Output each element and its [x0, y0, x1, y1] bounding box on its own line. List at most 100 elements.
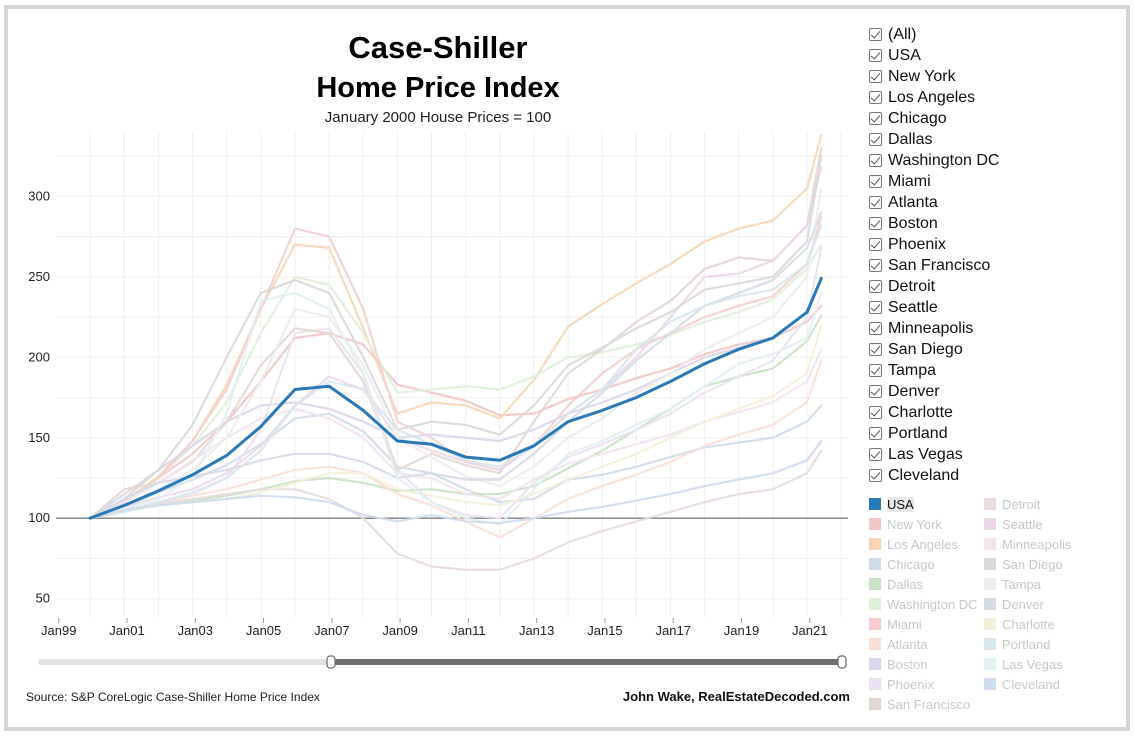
checkbox-checked-icon[interactable] [869, 280, 882, 293]
filter-item[interactable]: Boston [869, 213, 999, 234]
checkbox-checked-icon[interactable] [869, 154, 882, 167]
legend-swatch [984, 618, 996, 630]
checkbox-checked-icon[interactable] [869, 133, 882, 146]
filter-item[interactable]: Cleveland [869, 465, 999, 486]
filter-item[interactable]: Minneapolis [869, 318, 999, 339]
filter-item[interactable]: Miami [869, 171, 999, 192]
legend-swatch [984, 678, 996, 690]
checkbox-checked-icon[interactable] [869, 49, 882, 62]
checkbox-checked-icon[interactable] [869, 28, 882, 41]
filter-item[interactable]: Dallas [869, 129, 999, 150]
x-tick-label: Jan99 [41, 623, 76, 638]
chart-title-line2: Home Price Index [316, 72, 560, 104]
legend-item[interactable]: Tampa [984, 574, 1099, 594]
slider-track-inactive [38, 659, 334, 665]
legend-item[interactable]: Boston [869, 654, 984, 674]
checkbox-checked-icon[interactable] [869, 406, 882, 419]
legend-swatch [984, 598, 996, 610]
series-lines [88, 134, 823, 571]
filter-item[interactable]: New York [869, 66, 999, 87]
checkbox-checked-icon[interactable] [869, 70, 882, 83]
legend-swatch [984, 658, 996, 670]
filter-item[interactable]: (All) [869, 24, 999, 45]
filter-item[interactable]: Washington DC [869, 150, 999, 171]
slider-handle-end[interactable] [837, 655, 847, 669]
legend-item[interactable]: USA [869, 494, 984, 514]
legend-item[interactable]: Phoenix [869, 674, 984, 694]
filter-item[interactable]: Phoenix [869, 234, 999, 255]
legend-item[interactable]: Seattle [984, 514, 1099, 534]
y-tick-label: 200 [28, 349, 50, 364]
filter-item[interactable]: Atlanta [869, 192, 999, 213]
checkbox-checked-icon[interactable] [869, 259, 882, 272]
legend-item[interactable]: Charlotte [984, 614, 1099, 634]
legend-item-label: Chicago [887, 556, 935, 572]
legend-item[interactable]: Miami [869, 614, 984, 634]
filter-item[interactable]: Detroit [869, 276, 999, 297]
checkbox-checked-icon[interactable] [869, 343, 882, 356]
filter-item[interactable]: Seattle [869, 297, 999, 318]
legend-item[interactable]: San Francisco [869, 694, 984, 714]
legend-item[interactable]: Detroit [984, 494, 1099, 514]
source-note: Source: S&P CoreLogic Case-Shiller Home … [26, 690, 320, 704]
x-tick-label: Jan11 [451, 623, 485, 638]
checkbox-checked-icon[interactable] [869, 385, 882, 398]
legend-item[interactable]: Chicago [869, 554, 984, 574]
author-credit: John Wake, RealEstateDecoded.com [622, 689, 850, 704]
filter-item-label: Washington DC [888, 151, 1000, 169]
filter-item[interactable]: Charlotte [869, 402, 999, 423]
series-line-las-vegas [89, 291, 823, 526]
filter-item-label: Phoenix [888, 235, 946, 253]
checkbox-checked-icon[interactable] [869, 301, 882, 314]
legend-item[interactable]: Las Vegas [984, 654, 1099, 674]
filter-item[interactable]: Denver [869, 381, 999, 402]
checkbox-checked-icon[interactable] [869, 196, 882, 209]
legend-item[interactable]: Portland [984, 634, 1099, 654]
checkbox-checked-icon[interactable] [869, 322, 882, 335]
x-tick-label: Jan17 [656, 623, 691, 638]
checkbox-checked-icon[interactable] [869, 469, 882, 482]
legend-item[interactable]: Los Angeles [869, 534, 984, 554]
filter-item-label: New York [888, 67, 956, 85]
x-tick-label: Jan01 [109, 623, 144, 638]
legend-swatch [869, 558, 881, 570]
legend-item[interactable]: Washington DC [869, 594, 984, 614]
y-tick-label: 150 [28, 430, 50, 445]
checkbox-checked-icon[interactable] [869, 112, 882, 125]
checkbox-checked-icon[interactable] [869, 364, 882, 377]
date-range-slider[interactable] [38, 655, 847, 669]
x-tick-label: Jan21 [792, 623, 827, 638]
checkbox-checked-icon[interactable] [869, 448, 882, 461]
slider-handle-start[interactable] [326, 655, 336, 669]
legend-item[interactable]: Minneapolis [984, 534, 1099, 554]
checkbox-checked-icon[interactable] [869, 175, 882, 188]
filter-item[interactable]: Las Vegas [869, 444, 999, 465]
filter-item[interactable]: Chicago [869, 108, 999, 129]
checkbox-checked-icon[interactable] [869, 91, 882, 104]
legend-item[interactable]: Denver [984, 594, 1099, 614]
filter-item[interactable]: San Diego [869, 339, 999, 360]
series-line-detroit [89, 449, 823, 571]
filter-item[interactable]: Portland [869, 423, 999, 444]
legend-item[interactable]: Dallas [869, 574, 984, 594]
legend-item[interactable]: Atlanta [869, 634, 984, 654]
checkbox-checked-icon[interactable] [869, 217, 882, 230]
chart-grid [56, 132, 848, 618]
checkbox-checked-icon[interactable] [869, 427, 882, 440]
legend-item-label: Phoenix [887, 676, 934, 692]
filter-item[interactable]: San Francisco [869, 255, 999, 276]
filter-item[interactable]: Tampa [869, 360, 999, 381]
legend-swatch [984, 638, 996, 650]
legend-item[interactable]: New York [869, 514, 984, 534]
legend-item-label: San Francisco [887, 696, 971, 712]
filter-item-label: USA [888, 46, 921, 64]
legend-item[interactable]: Cleveland [984, 674, 1099, 694]
filter-item-label: Dallas [888, 130, 933, 148]
checkbox-checked-icon[interactable] [869, 238, 882, 251]
filter-item[interactable]: Los Angeles [869, 87, 999, 108]
legend-item[interactable]: San Diego [984, 554, 1099, 574]
legend-swatch [869, 538, 881, 550]
legend-swatch [869, 598, 881, 610]
filter-item[interactable]: USA [869, 45, 999, 66]
x-tick-label: Jan09 [382, 623, 417, 638]
